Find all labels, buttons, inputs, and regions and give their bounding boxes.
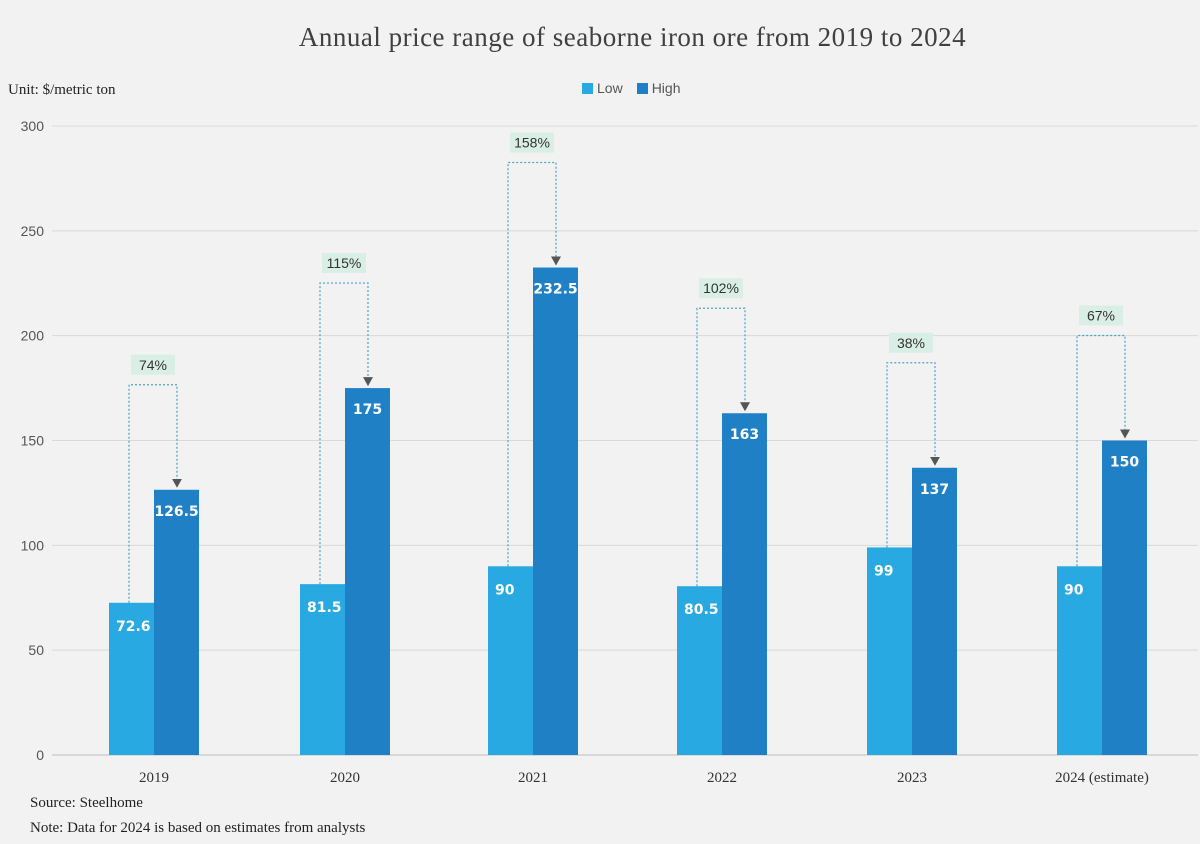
x-tick-label: 2021 — [518, 770, 548, 786]
y-tick-label: 200 — [21, 328, 45, 344]
legend-item-low: Low — [582, 80, 623, 96]
bar-low — [109, 602, 154, 755]
y-tick-label: 0 — [36, 747, 44, 763]
bar-high-value-label: 163 — [730, 427, 759, 443]
bar-high — [345, 388, 390, 755]
change-percent-label: 158% — [514, 135, 550, 151]
legend-item-high: High — [636, 80, 681, 96]
bar-low — [867, 547, 912, 755]
bar-high — [154, 489, 199, 755]
bars: 72.6 126.5 81.5 175 90 232.5 80.5 163 99 137 90 150 — [109, 267, 1147, 755]
y-tick-label: 150 — [21, 433, 45, 449]
bar-high-value-label: 232.5 — [533, 282, 577, 298]
bar-high — [533, 267, 578, 755]
bar-low — [300, 584, 345, 755]
grid-lines — [52, 125, 1198, 756]
change-bracket — [1076, 334, 1130, 567]
bar-low — [677, 586, 722, 755]
change-label-bg — [699, 278, 743, 299]
change-label-bg — [889, 332, 933, 353]
bar-low-value-label: 80.5 — [684, 602, 719, 618]
change-percent-label: 38% — [897, 335, 925, 351]
chart-legend: Low High — [582, 80, 680, 96]
annotations: 74% 115% 158% 102% 38% 67% — [128, 132, 1130, 603]
change-label-bg — [1079, 305, 1123, 326]
y-tick-label: 50 — [28, 642, 44, 658]
bar-low-value-label: 99 — [874, 563, 893, 579]
bar-high-value-label: 126.5 — [154, 504, 198, 520]
chart-title: Annual price range of seaborne iron ore … — [298, 22, 967, 52]
change-bracket — [507, 161, 561, 567]
bar-low — [1057, 566, 1102, 755]
bar-high — [1102, 440, 1147, 755]
change-percent-label: 67% — [1087, 308, 1115, 324]
legend-swatch-high — [636, 82, 648, 94]
x-tick-label: 2019 — [139, 770, 169, 786]
bar-low — [488, 566, 533, 755]
legend-swatch-low — [582, 82, 593, 94]
x-tick-label: 2024 (estimate) — [1055, 770, 1149, 786]
unit-label: Unit: $/metric ton — [8, 82, 116, 98]
bar-low-value-label: 90 — [495, 582, 515, 598]
change-bracket — [319, 282, 373, 585]
change-label-bg — [131, 354, 175, 375]
bar-low-value-label: 90 — [1064, 582, 1084, 598]
legend-label-high: High — [651, 80, 681, 96]
bar-low-value-label: 72.6 — [116, 619, 151, 635]
x-tick-label: 2020 — [330, 770, 360, 786]
change-label-bg — [510, 132, 554, 153]
y-tick-label: 100 — [21, 537, 45, 553]
change-bracket — [886, 362, 940, 548]
source-text: Source: Steelhome — [30, 795, 143, 811]
bar-high-value-label: 137 — [920, 482, 949, 498]
bar-high — [912, 467, 957, 755]
note-text: Note: Data for 2024 is based on estimate… — [30, 820, 366, 836]
x-axis-ticks: 2019 2020 2021 2022 2023 2024 (estimate) — [139, 770, 1149, 786]
bar-high-value-label: 175 — [353, 402, 382, 418]
bar-high-value-label: 150 — [1110, 455, 1139, 471]
bar-high — [722, 413, 767, 755]
change-bracket — [696, 307, 750, 587]
y-tick-label: 300 — [21, 118, 45, 134]
change-percent-label: 74% — [139, 357, 167, 373]
legend-label-low: Low — [597, 80, 623, 96]
y-axis-ticks: 0 50 100 150 200 250 300 — [21, 118, 45, 763]
change-percent-label: 102% — [703, 280, 739, 296]
x-tick-label: 2022 — [707, 770, 737, 786]
change-percent-label: 115% — [327, 255, 362, 271]
y-tick-label: 250 — [21, 223, 45, 239]
bar-low-value-label: 81.5 — [307, 600, 342, 616]
x-tick-label: 2023 — [897, 770, 927, 786]
change-label-bg — [322, 253, 366, 274]
change-bracket — [128, 384, 182, 603]
